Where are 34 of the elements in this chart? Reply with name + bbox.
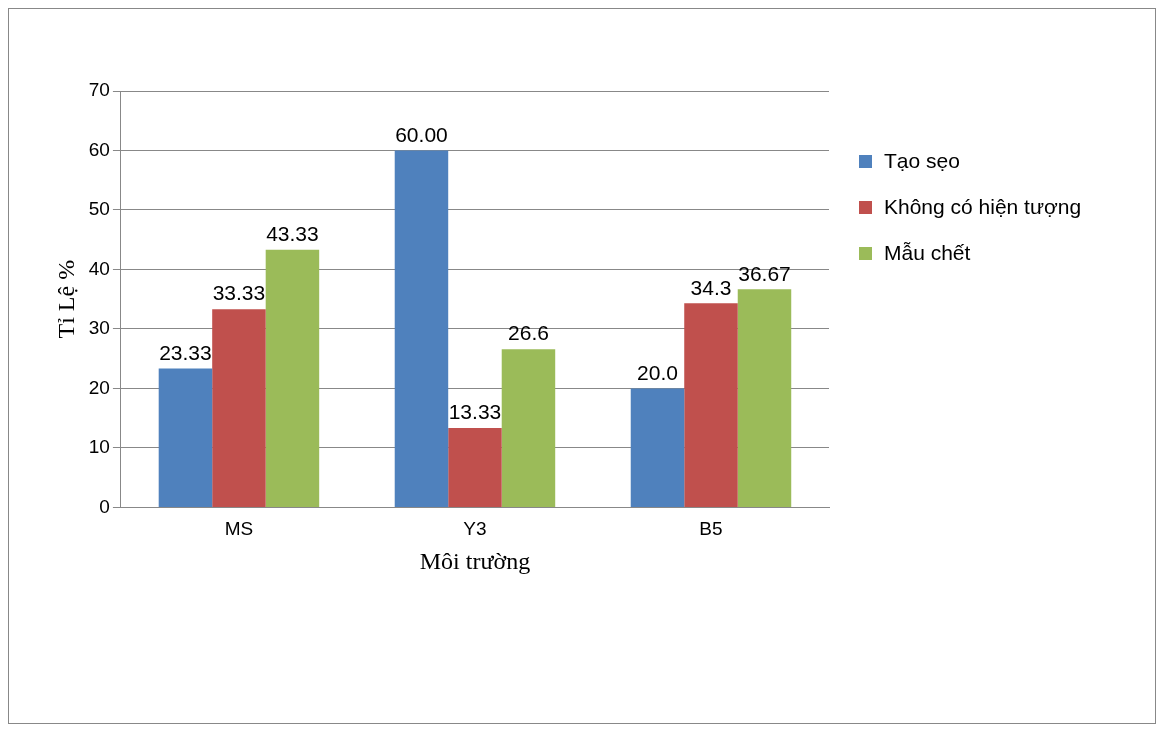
y-tick-label: 20 (88, 376, 110, 398)
y-tick-label: 60 (88, 138, 110, 160)
bar (158, 368, 213, 507)
x-tick-label: Y3 (463, 518, 487, 540)
data-label: 13.33 (448, 400, 502, 424)
y-tick-label: 50 (88, 198, 110, 220)
y-tick-label: 10 (88, 436, 110, 458)
y-tick-label: 30 (88, 317, 110, 339)
legend-label: Tạo sẹo (884, 149, 960, 173)
bar (630, 388, 685, 507)
x-axis-title: Môi trường (419, 547, 531, 574)
legend-label: Không có hiện tượng (884, 195, 1082, 219)
y-tick-label: 40 (88, 257, 110, 279)
bar (501, 349, 556, 507)
bar (265, 249, 320, 507)
data-label: 33.33 (212, 281, 266, 305)
y-tick-label: 70 (88, 79, 110, 101)
y-tick-label: 0 (99, 495, 110, 517)
bar (212, 309, 266, 507)
data-label: 36.67 (738, 261, 791, 285)
bar (448, 428, 502, 507)
data-label: 34.3 (690, 275, 732, 299)
bar (394, 150, 449, 507)
data-label: 20.0 (637, 360, 678, 384)
bar (684, 303, 738, 507)
x-tick-label: MS (224, 518, 254, 540)
data-label: 26.6 (508, 321, 549, 345)
x-tick-label: B5 (699, 518, 723, 540)
data-label: 23.33 (159, 340, 212, 364)
bar (737, 289, 792, 507)
legend-label: Mẫu chết (884, 241, 971, 265)
y-axis-title: Tỉ Lệ % (52, 259, 79, 339)
data-label: 43.33 (266, 221, 319, 245)
data-label: 60.00 (395, 122, 448, 146)
